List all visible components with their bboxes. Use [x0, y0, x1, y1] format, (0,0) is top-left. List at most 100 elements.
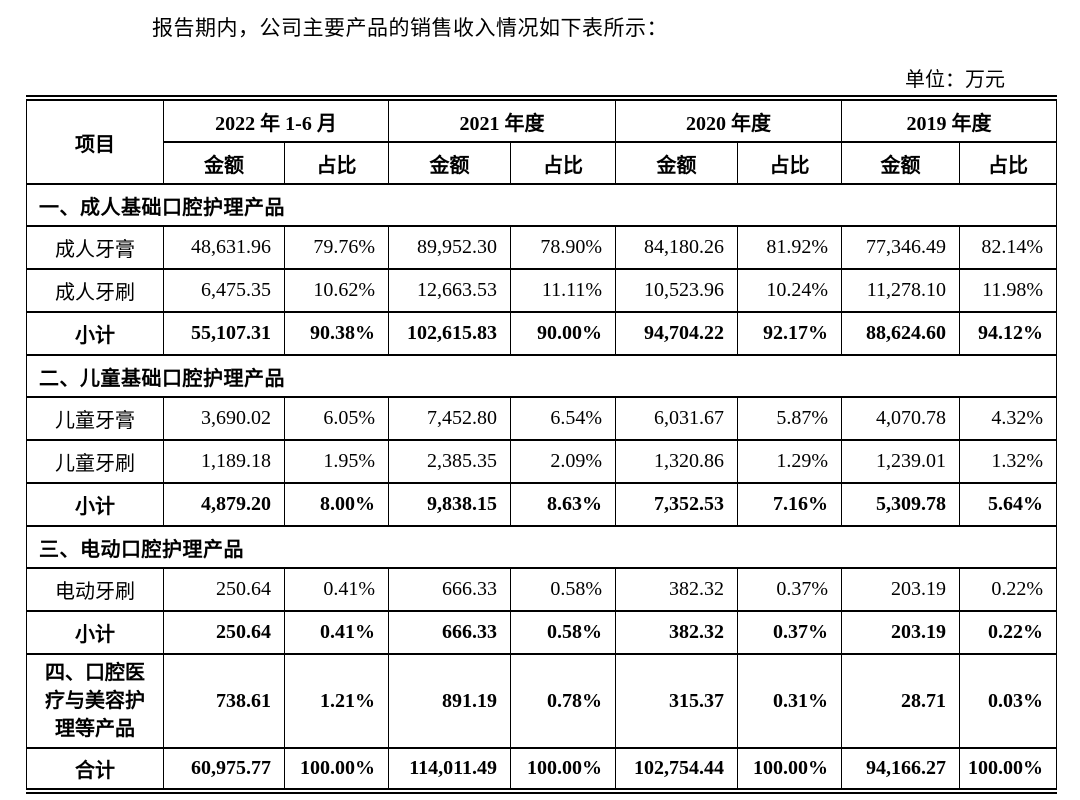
ratio-cell: 100.00%	[959, 747, 1058, 792]
table-row: 小计 4,879.20 8.00% 9,838.15 8.63% 7,352.53 7.16…	[26, 482, 1058, 527]
subheader-amount: 金额	[388, 141, 512, 185]
ratio-cell: 0.58%	[510, 610, 617, 655]
ratio-cell: 0.58%	[510, 567, 617, 612]
amount-cell: 7,452.80	[388, 396, 512, 441]
section-title: 二、儿童基础口腔护理产品	[25, 354, 1058, 398]
column-header-period-2020: 2020 年度	[615, 97, 843, 143]
ratio-cell: 0.41%	[283, 567, 390, 612]
amount-cell: 250.64	[163, 610, 285, 655]
table-row: 小计 250.64 0.41% 666.33 0.58% 382.32 0.37% 203.1…	[26, 610, 1058, 655]
table-row: 儿童牙膏 3,690.02 6.05% 7,452.80 6.54% 6,031.67 5.…	[26, 396, 1058, 441]
row-label: 小计	[26, 311, 164, 356]
amount-cell: 48,631.96	[163, 225, 285, 270]
ratio-cell: 0.37%	[737, 567, 843, 612]
ratio-cell: 81.92%	[737, 225, 843, 270]
amount-cell: 1,239.01	[841, 439, 961, 484]
ratio-cell: 5.64%	[959, 482, 1058, 527]
column-header-period-2019: 2019 年度	[841, 97, 1058, 143]
subheader-ratio: 占比	[959, 141, 1058, 185]
ratio-cell: 8.63%	[510, 482, 617, 527]
table-row: 合计 60,975.77 100.00% 114,011.49 100.00% 102,7…	[26, 747, 1058, 792]
amount-cell: 88,624.60	[841, 311, 961, 356]
amount-cell: 94,166.27	[841, 747, 961, 792]
amount-cell: 7,352.53	[615, 482, 739, 527]
amount-cell: 891.19	[388, 653, 512, 749]
ratio-cell: 100.00%	[510, 747, 617, 792]
amount-cell: 102,754.44	[615, 747, 739, 792]
amount-cell: 77,346.49	[841, 225, 961, 270]
amount-cell: 55,107.31	[163, 311, 285, 356]
ratio-cell: 2.09%	[510, 439, 617, 484]
ratio-cell: 4.32%	[959, 396, 1058, 441]
ratio-cell: 90.00%	[510, 311, 617, 356]
section-title: 一、成人基础口腔护理产品	[25, 183, 1058, 227]
amount-cell: 4,070.78	[841, 396, 961, 441]
ratio-cell: 8.00%	[283, 482, 390, 527]
row-label: 合计	[26, 747, 164, 792]
ratio-cell: 1.21%	[283, 653, 390, 749]
amount-cell: 28.71	[841, 653, 961, 749]
ratio-cell: 79.76%	[283, 225, 390, 270]
amount-cell: 9,838.15	[388, 482, 512, 527]
ratio-cell: 100.00%	[283, 747, 390, 792]
amount-cell: 666.33	[388, 610, 512, 655]
table-row: 四、口腔医疗与美容护理等产品 738.61 1.21% 891.19 0.78% 315.…	[26, 653, 1058, 749]
ratio-cell: 1.95%	[283, 439, 390, 484]
amount-cell: 12,663.53	[388, 268, 512, 313]
table-row: 儿童牙刷 1,189.18 1.95% 2,385.35 2.09% 1,320.86 1.…	[26, 439, 1058, 484]
amount-cell: 203.19	[841, 567, 961, 612]
section-header-row: 二、儿童基础口腔护理产品	[25, 354, 1058, 398]
ratio-cell: 10.24%	[737, 268, 843, 313]
section-header-row: 一、成人基础口腔护理产品	[25, 183, 1058, 227]
ratio-cell: 10.62%	[283, 268, 390, 313]
unit-label: 单位：万元	[905, 69, 1005, 91]
amount-cell: 382.32	[615, 610, 739, 655]
amount-cell: 738.61	[163, 653, 285, 749]
ratio-cell: 0.22%	[959, 567, 1058, 612]
row-label: 成人牙膏	[26, 225, 164, 270]
ratio-cell: 92.17%	[737, 311, 843, 356]
section-header-row: 三、电动口腔护理产品	[25, 525, 1058, 569]
row-label: 成人牙刷	[26, 268, 164, 313]
row-label: 儿童牙刷	[26, 439, 164, 484]
table-row: 成人牙刷 6,475.35 10.62% 12,663.53 11.11% 10,523.…	[26, 268, 1058, 313]
subheader-ratio: 占比	[510, 141, 617, 185]
intro-paragraph: 报告期内，公司主要产品的销售收入情况如下表所示：	[152, 16, 668, 40]
subheader-row: 金额 占比 金额 占比 金额 占比 金额 占比	[27, 141, 1058, 185]
row-label: 电动牙刷	[26, 567, 164, 612]
amount-cell: 6,475.35	[163, 268, 285, 313]
row-label: 小计	[26, 482, 164, 527]
ratio-cell: 7.16%	[737, 482, 843, 527]
row-label: 四、口腔医疗与美容护理等产品	[26, 653, 164, 749]
amount-cell: 1,189.18	[163, 439, 285, 484]
ratio-cell: 5.87%	[737, 396, 843, 441]
ratio-cell: 0.37%	[737, 610, 843, 655]
table-row: 成人牙膏 48,631.96 79.76% 89,952.30 78.90% 84,180…	[26, 225, 1058, 270]
subheader-ratio: 占比	[737, 141, 843, 185]
amount-cell: 6,031.67	[615, 396, 739, 441]
ratio-cell: 1.29%	[737, 439, 843, 484]
amount-cell: 3,690.02	[163, 396, 285, 441]
amount-cell: 382.32	[615, 567, 739, 612]
amount-cell: 60,975.77	[163, 747, 285, 792]
amount-cell: 114,011.49	[388, 747, 512, 792]
ratio-cell: 100.00%	[737, 747, 843, 792]
amount-cell: 11,278.10	[841, 268, 961, 313]
ratio-cell: 6.54%	[510, 396, 617, 441]
ratio-cell: 82.14%	[959, 225, 1058, 270]
amount-cell: 94,704.22	[615, 311, 739, 356]
ratio-cell: 0.22%	[959, 610, 1058, 655]
ratio-cell: 11.98%	[959, 268, 1058, 313]
ratio-cell: 0.03%	[959, 653, 1058, 749]
ratio-cell: 11.11%	[510, 268, 617, 313]
subheader-amount: 金额	[615, 141, 739, 185]
amount-cell: 5,309.78	[841, 482, 961, 527]
amount-cell: 102,615.83	[388, 311, 512, 356]
period-header-row: 项目 2022 年 1-6 月 2021 年度 2020 年度 2019 年度	[26, 97, 1058, 185]
amount-cell: 4,879.20	[163, 482, 285, 527]
column-header-period-2021: 2021 年度	[388, 97, 617, 143]
ratio-cell: 90.38%	[283, 311, 390, 356]
amount-cell: 315.37	[615, 653, 739, 749]
subheader-amount: 金额	[841, 141, 961, 185]
